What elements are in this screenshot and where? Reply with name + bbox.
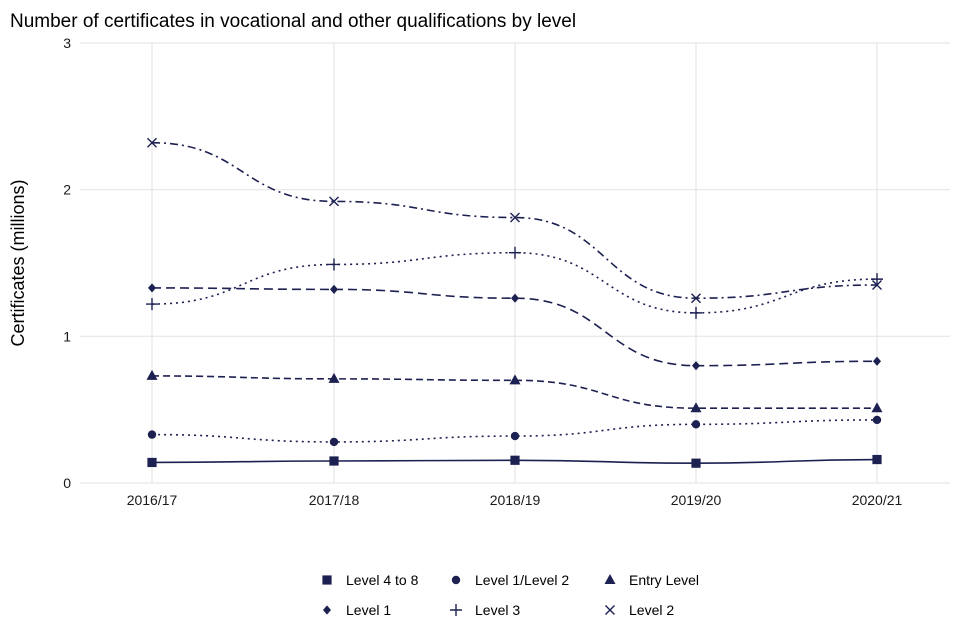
- data-point: [322, 575, 332, 585]
- data-point: [147, 430, 157, 439]
- series-line: [151, 287, 878, 367]
- legend-item: Level 4 to 8: [322, 572, 419, 588]
- legend-label: Level 1: [346, 602, 391, 618]
- y-tick-label: 0: [63, 475, 71, 491]
- series-layer: [146, 137, 883, 468]
- data-point: [451, 575, 461, 585]
- series-level-1-level-2: [147, 415, 882, 447]
- data-point: [872, 280, 882, 290]
- data-point: [511, 293, 519, 303]
- x-tick-label: 2020/21: [852, 492, 903, 508]
- data-point: [871, 402, 883, 413]
- legend-item: Level 1/Level 2: [451, 572, 569, 588]
- x-tick-label: 2016/17: [127, 492, 178, 508]
- data-point: [323, 605, 331, 615]
- series-level-1: [148, 283, 881, 371]
- data-point: [147, 137, 157, 148]
- series-level-3: [146, 246, 883, 319]
- data-point: [690, 402, 702, 413]
- data-point: [509, 374, 521, 385]
- y-tick-label: 3: [63, 35, 71, 51]
- data-point: [872, 454, 882, 465]
- legend-item: Level 2: [605, 602, 674, 618]
- y-tick-label: 2: [63, 182, 71, 198]
- data-point: [690, 306, 702, 319]
- y-tick-label: 1: [63, 328, 71, 344]
- data-point: [872, 415, 882, 425]
- data-point: [328, 372, 340, 383]
- data-point: [604, 574, 616, 584]
- data-point: [871, 273, 883, 286]
- x-tick-label: 2019/20: [671, 492, 722, 508]
- legend-item: Level 3: [450, 602, 520, 618]
- data-point: [329, 456, 339, 466]
- x-tick-label: 2017/18: [309, 492, 360, 508]
- legend-item: Level 1: [323, 602, 391, 618]
- grid: [80, 42, 950, 484]
- legend-label: Entry Level: [629, 572, 699, 588]
- data-point: [148, 283, 156, 293]
- data-point: [873, 356, 881, 366]
- tick-labels: 0 1 2 3 2016/17 2017/18 2018/19 2019/20 2020/21: [63, 35, 902, 508]
- data-point: [146, 298, 158, 311]
- data-point: [692, 361, 700, 371]
- series-line: [151, 141, 878, 300]
- legend-item: Entry Level: [604, 572, 699, 588]
- legend-label: Level 3: [475, 602, 520, 618]
- chart-title: Number of certificates in vocational and…: [10, 11, 576, 32]
- x-tick-label: 2018/19: [490, 492, 541, 508]
- legend-label: Level 4 to 8: [346, 572, 419, 588]
- series-level-2: [147, 137, 882, 304]
- data-point: [605, 605, 615, 615]
- data-point: [691, 458, 701, 468]
- data-point: [329, 196, 339, 207]
- series-entry-level: [146, 369, 883, 413]
- data-point: [146, 369, 158, 380]
- data-point: [329, 437, 339, 447]
- data-point: [147, 457, 157, 468]
- data-point: [691, 293, 701, 304]
- data-point: [330, 284, 338, 294]
- data-point: [509, 246, 521, 259]
- data-point: [691, 420, 701, 429]
- data-point: [510, 431, 520, 441]
- legend: Level 4 to 8 Level 1/Level 2 Entry Level Le…: [322, 572, 699, 618]
- legend-label: Level 1/Level 2: [475, 572, 569, 588]
- data-point: [328, 258, 340, 271]
- data-point: [450, 604, 462, 616]
- legend-label: Level 2: [629, 602, 674, 618]
- data-point: [510, 455, 520, 465]
- series-level-4-to-8: [147, 454, 882, 468]
- data-point: [510, 212, 520, 223]
- y-axis-title: Certificates (millions): [8, 179, 28, 346]
